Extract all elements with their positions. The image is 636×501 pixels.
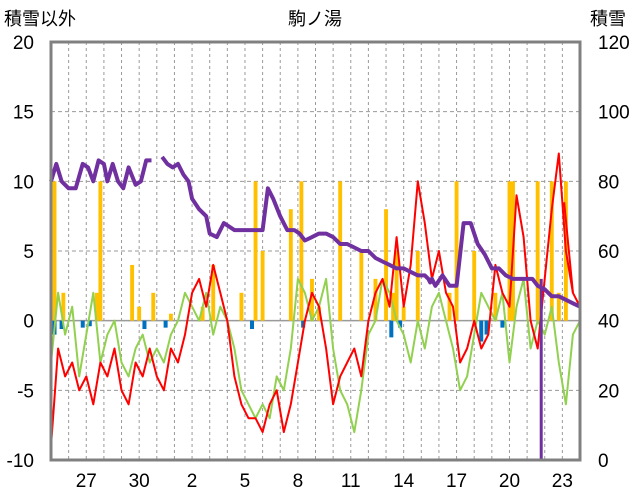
lines-layer (49, 152, 581, 460)
precip-bar (338, 181, 343, 321)
x-tick: 17 (446, 471, 467, 492)
x-tick: 11 (341, 471, 361, 492)
precip-bar (472, 251, 477, 321)
precip-bar (151, 292, 156, 321)
x-tick: 27 (76, 471, 97, 492)
x-tick: 5 (240, 471, 251, 492)
y-left-tick: 10 (13, 172, 34, 193)
precip-bar (447, 292, 452, 321)
precip-bar (94, 292, 99, 321)
y-right-tick: 0 (598, 451, 609, 472)
precip-bar (299, 181, 304, 321)
plot-frame (49, 40, 582, 462)
y-left-tick: 20 (13, 33, 34, 54)
precip-bar (556, 292, 561, 321)
precip-bar (288, 209, 293, 321)
precip-bar (168, 313, 173, 321)
snowfall-bar (389, 320, 394, 338)
y-right-tick: 40 (598, 312, 619, 333)
precip-bar (211, 264, 216, 321)
right-axis-title: 積雪 (590, 9, 626, 30)
precip-bar (507, 181, 512, 321)
precip-bar (549, 181, 554, 321)
snowfall-bar (500, 320, 505, 328)
precip-bar (61, 292, 66, 321)
labels-layer: 積雪以外 駒ノ湯 積雪 20 15 10 5 0 -5 -10 120 100 80 60 40 20 0… (4, 9, 630, 492)
snowfall-bar (250, 320, 255, 330)
precip-bar (454, 181, 459, 321)
x-tick: 14 (393, 471, 415, 492)
snowfall-bar (80, 320, 85, 328)
precip-bar (493, 292, 498, 321)
x-tick: 8 (293, 471, 304, 492)
precip-bar (394, 251, 399, 321)
y-right-tick: 120 (598, 33, 630, 54)
y-left-tick: 15 (13, 103, 34, 124)
x-tick: 2 (187, 471, 198, 492)
x-tick: 23 (552, 471, 573, 492)
precip-bar (401, 306, 406, 321)
snowfall-bar (59, 320, 64, 330)
x-tick: 20 (499, 471, 520, 492)
min-temp-line (50, 277, 581, 434)
y-right-tick: 100 (598, 103, 630, 124)
snowfall-bar (142, 320, 147, 330)
chart-title: 駒ノ湯 (288, 9, 342, 30)
precip-bar (130, 264, 135, 321)
plot-border (49, 40, 582, 462)
y-left-tick: 0 (23, 312, 34, 333)
y-right-tick: 80 (598, 172, 619, 193)
x-tick: 30 (129, 471, 150, 492)
snowfall-bar (163, 320, 168, 328)
snowfall-bar (479, 320, 484, 342)
y-left-tick: 5 (23, 242, 34, 263)
y-left-tick: -5 (17, 381, 34, 402)
snow-depth-line (49, 155, 581, 309)
precip-bar (373, 278, 378, 321)
precip-bar (260, 251, 265, 321)
precip-bar (98, 181, 103, 321)
precip-bar (239, 292, 244, 321)
max-temp-line (50, 152, 581, 447)
precip-bar (415, 251, 420, 321)
snowfall-bar (87, 320, 92, 327)
snowfall-bar (301, 320, 306, 328)
left-axis-title: 積雪以外 (4, 9, 76, 30)
precip-bar (137, 306, 142, 321)
snowfall-bar (398, 320, 403, 328)
precip-bar (359, 251, 364, 321)
precip-bar (310, 278, 314, 321)
y-right-tick: 20 (598, 381, 619, 402)
y-right-tick: 60 (598, 242, 619, 263)
snowfall-bar (484, 320, 489, 335)
precip-bar (200, 306, 205, 321)
precip-bar (317, 306, 321, 321)
precip-bar (253, 181, 258, 321)
precip-bar (52, 181, 57, 321)
precip-bar (535, 181, 540, 321)
y-left-tick: -10 (7, 451, 34, 472)
